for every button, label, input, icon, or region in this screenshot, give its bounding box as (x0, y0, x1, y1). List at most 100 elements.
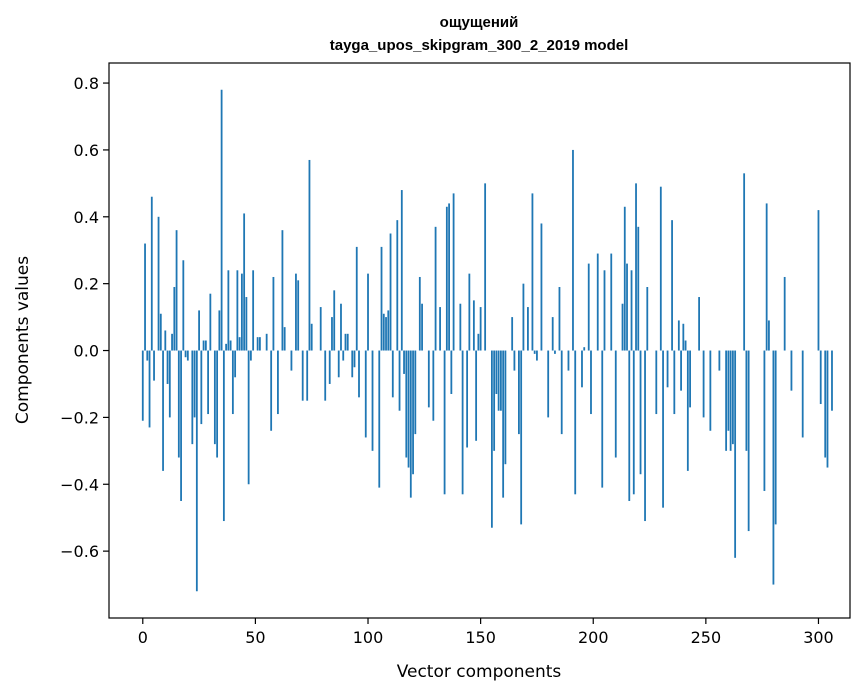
bar-component-7 (157, 216, 160, 351)
bar-component-30 (209, 293, 212, 351)
bar-component-79 (319, 307, 322, 351)
bar-component-130 (434, 226, 437, 351)
bar-component-113 (396, 220, 399, 351)
bar-component-116 (403, 350, 405, 374)
bar-component-39 (229, 340, 232, 351)
bar-component-14 (173, 287, 176, 351)
bar-component-47 (247, 350, 250, 485)
bar-component-10 (164, 330, 167, 351)
bar-component-259 (725, 350, 728, 451)
bar-component-260 (727, 350, 730, 431)
y-tick-label: 0.6 (74, 141, 99, 160)
bar-component-239 (680, 350, 682, 391)
y-tick-label: 0.4 (74, 208, 99, 227)
bar-component-24 (195, 350, 198, 592)
bar-component-144 (466, 350, 469, 448)
bar-component-120 (412, 350, 414, 475)
bar-component-160 (502, 350, 505, 498)
bar-component-224 (646, 287, 649, 351)
bar-component-88 (340, 303, 342, 351)
chart-subtitle: tayga_upos_skipgram_300_2_2019 model (330, 37, 629, 54)
bars-group (141, 89, 833, 592)
bar-component-268 (745, 350, 748, 451)
bar-component-228 (655, 350, 658, 415)
bar-component-267 (743, 173, 746, 351)
bar-component-91 (346, 333, 349, 351)
bar-component-134 (443, 350, 446, 495)
bar-component-215 (626, 263, 628, 351)
bar-component-16 (177, 350, 180, 458)
bar-component-241 (684, 340, 687, 351)
bar-component-115 (400, 190, 403, 351)
bar-component-84 (331, 317, 333, 351)
bar-component-105 (378, 350, 381, 488)
bar-component-185 (558, 287, 561, 351)
bar-component-83 (328, 350, 331, 384)
bar-component-106 (380, 246, 383, 351)
bar-component-148 (475, 350, 478, 441)
bar-component-58 (272, 276, 275, 351)
bar-component-165 (513, 350, 516, 371)
bar-component-231 (662, 350, 664, 508)
y-axis-label: Components values (13, 256, 33, 424)
bar-component-205 (603, 270, 606, 351)
bar-component-8 (159, 313, 162, 351)
bar-component-280 (772, 350, 775, 585)
x-tick-label: 50 (245, 628, 265, 647)
bar-component-216 (628, 350, 631, 501)
x-tick-label: 100 (353, 628, 384, 647)
y-tick-label: −0.6 (60, 542, 99, 561)
bar-component-136 (448, 203, 450, 351)
bar-component-177 (540, 223, 543, 351)
bar-component-233 (666, 350, 669, 388)
bar-component-55 (265, 333, 268, 351)
bar-component-46 (245, 297, 248, 351)
bar-component-23 (193, 350, 196, 418)
bar-component-49 (252, 270, 255, 351)
bar-component-303 (824, 350, 827, 458)
bar-component-108 (385, 317, 387, 351)
bar-component-99 (364, 350, 367, 438)
bar-component-238 (677, 320, 680, 351)
bar-component-208 (610, 253, 613, 351)
bar-component-158 (497, 350, 500, 411)
bar-component-174 (533, 350, 536, 354)
bar-component-114 (398, 350, 401, 411)
bar-component-40 (231, 350, 234, 415)
x-axis-label: Vector components (397, 662, 562, 682)
bar-component-192 (574, 350, 577, 495)
bar-component-12 (168, 350, 171, 418)
bar-component-2 (146, 350, 149, 361)
bar-component-157 (495, 350, 498, 394)
bar-component-214 (623, 206, 626, 351)
bar-component-1 (144, 243, 146, 351)
bar-component-121 (414, 350, 417, 435)
bar-component-107 (382, 313, 385, 351)
bar-component-85 (333, 290, 336, 351)
bar-component-186 (560, 350, 563, 435)
bar-component-28 (204, 340, 207, 351)
bar-component-94 (353, 350, 356, 368)
bar-component-37 (225, 343, 228, 351)
bar-component-252 (709, 350, 712, 431)
bar-component-261 (729, 350, 732, 451)
bar-component-69 (297, 280, 300, 351)
bar-component-74 (308, 159, 311, 351)
bar-component-118 (407, 350, 410, 468)
bar-component-281 (774, 350, 777, 525)
x-tick-label: 150 (465, 628, 496, 647)
bar-component-145 (468, 273, 471, 351)
bar-component-73 (306, 350, 309, 401)
x-tick-label: 300 (803, 628, 834, 647)
x-tick-label: 250 (691, 628, 722, 647)
bar-component-171 (527, 307, 529, 351)
bar-component-29 (207, 350, 209, 415)
bar-component-26 (200, 350, 203, 425)
bar-component-249 (702, 350, 705, 418)
bar-component-213 (621, 303, 624, 351)
bar-component-301 (819, 350, 822, 405)
bar-component-57 (270, 350, 273, 431)
x-axis: 0 50 100 150 200 250 300 (138, 618, 834, 647)
bar-component-19 (184, 350, 187, 358)
